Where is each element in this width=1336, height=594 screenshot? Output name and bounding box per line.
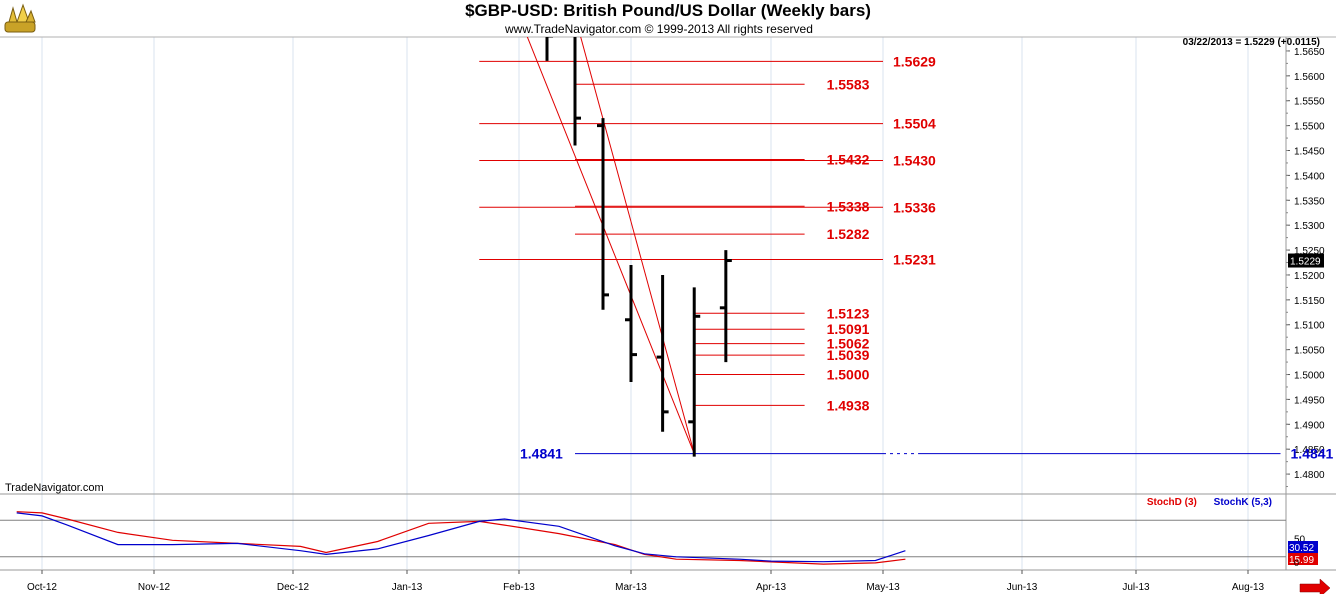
- x-tick-label: Nov-12: [138, 582, 171, 593]
- scroll-right-arrow-icon[interactable]: [1299, 578, 1331, 594]
- fib-level-label: 1.5432: [827, 151, 870, 167]
- stochastic-legend: StochD (3) StochK (5,3): [1133, 497, 1272, 508]
- y-tick-label: 1.5400: [1294, 171, 1325, 182]
- x-tick-label: Jan-13: [392, 582, 423, 593]
- fib-level-label: 1.5338: [827, 198, 870, 214]
- y-tick-label: 1.5100: [1294, 321, 1325, 332]
- oscillator-value-label: 30.52: [1289, 543, 1314, 554]
- oscillator-tick-label: 50: [1294, 535, 1306, 546]
- trendline: [580, 37, 695, 454]
- x-tick-label: Dec-12: [277, 582, 310, 593]
- fib-level-label: 1.5629: [893, 53, 936, 69]
- y-tick-label: 1.4800: [1294, 470, 1325, 481]
- chart-title: $GBP-USD: British Pound/US Dollar (Weekl…: [465, 1, 871, 20]
- y-tick-label: 1.5450: [1294, 147, 1325, 158]
- fib-level-label: 1.5231: [893, 252, 936, 268]
- y-tick-label: 1.5050: [1294, 346, 1325, 357]
- price-pane: [526, 37, 732, 457]
- x-tick-label: Oct-12: [27, 582, 57, 593]
- stochastic-line: [16, 511, 906, 565]
- x-tick-label: Mar-13: [615, 582, 647, 593]
- fib-level-label: 1.5091: [827, 321, 870, 337]
- brand-label: TradeNavigator.com: [5, 482, 104, 494]
- last-price-label: 1.5229: [1290, 257, 1321, 268]
- oscillator-value-box: [1288, 553, 1318, 565]
- copyright-text: www.TradeNavigator.com © 1999-2013 All r…: [505, 22, 813, 36]
- fib-level-label: 1.5000: [827, 367, 870, 383]
- y-tick-label: 1.4950: [1294, 395, 1325, 406]
- x-tick-label: Jun-13: [1007, 582, 1038, 593]
- y-tick-label: 1.4850: [1294, 445, 1325, 456]
- fib-level-label: 1.5430: [893, 152, 936, 168]
- fib-level-label: 1.5282: [827, 226, 870, 242]
- fib-level-label: 1.4938: [827, 397, 870, 413]
- fib-level-label: 1.5583: [827, 76, 870, 92]
- last-price-box: [1288, 253, 1324, 268]
- y-tick-label: 1.5200: [1294, 271, 1325, 282]
- last-quote: 03/22/2013 = 1.5229 (+0.0115): [1182, 37, 1320, 48]
- fib-level-label: 1.5062: [827, 336, 870, 352]
- fib-level-label: 1.5039: [827, 347, 870, 363]
- y-tick-label: 1.5550: [1294, 97, 1325, 108]
- legend-stochd: StochD (3): [1146, 497, 1197, 508]
- stochastic-line: [16, 512, 906, 563]
- y-tick-label: 1.5250: [1294, 246, 1325, 257]
- y-tick-label: 1.5150: [1294, 296, 1325, 307]
- trendline: [526, 37, 695, 454]
- support-label-left: 1.4841: [520, 446, 563, 462]
- y-tick-label: 1.5500: [1294, 122, 1325, 133]
- x-tick-label: Apr-13: [756, 582, 786, 593]
- x-tick-label: Jul-13: [1122, 582, 1150, 593]
- trade-navigator-logo-icon[interactable]: [3, 2, 37, 34]
- y-tick-label: 1.4900: [1294, 420, 1325, 431]
- fib-level-label: 1.5336: [893, 199, 936, 215]
- y-tick-label: 1.5350: [1294, 196, 1325, 207]
- support-label-right: 1.4841: [1291, 446, 1334, 462]
- y-tick-label: 1.5000: [1294, 371, 1325, 382]
- fib-level-label: 1.5123: [827, 305, 870, 321]
- y-tick-label: 1.5600: [1294, 72, 1325, 83]
- x-tick-label: Aug-13: [1232, 582, 1265, 593]
- fib-level-label: 1.5504: [893, 116, 936, 132]
- y-tick-label: 1.5650: [1294, 47, 1325, 58]
- oscillator-zero-label: 0: [1294, 558, 1299, 568]
- x-tick-label: May-13: [866, 582, 900, 593]
- oscillator-value-box: [1288, 541, 1318, 553]
- legend-stochk: StochK (5,3): [1213, 497, 1272, 508]
- oscillator-value-label: 15.99: [1289, 555, 1314, 566]
- x-tick-label: Feb-13: [503, 582, 535, 593]
- y-tick-label: 1.5300: [1294, 221, 1325, 232]
